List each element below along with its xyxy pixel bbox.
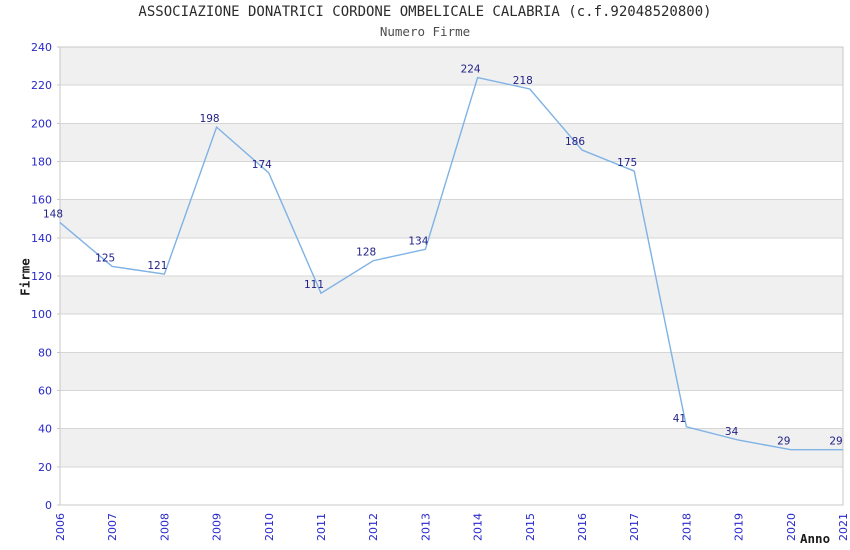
y-tick-label: 160 — [31, 194, 52, 207]
y-tick-label: 220 — [31, 79, 52, 92]
value-label: 224 — [461, 64, 481, 76]
x-tick-label: 2006 — [54, 513, 67, 541]
chart-subtitle: Numero Firme — [379, 24, 471, 39]
y-axis-title: Firme — [17, 258, 33, 296]
y-tick-label: 140 — [31, 232, 52, 245]
x-tick-label: 2020 — [785, 513, 798, 541]
x-tick-label: 2015 — [524, 513, 537, 541]
value-label: 125 — [95, 252, 115, 264]
x-tick-label: 2009 — [211, 513, 224, 541]
value-label: 198 — [200, 113, 220, 125]
plot-bands — [60, 47, 843, 467]
y-tick-label: 120 — [31, 270, 52, 283]
y-tick-label: 80 — [38, 346, 52, 359]
y-tick-label: 200 — [31, 117, 52, 130]
x-tick-label: 2017 — [628, 513, 641, 541]
value-label: 218 — [513, 75, 533, 87]
y-tick-label: 180 — [31, 156, 52, 169]
y-tick-label: 240 — [31, 41, 52, 54]
series-line — [59, 76, 843, 451]
value-label: 186 — [565, 136, 585, 148]
x-tick-label: 2010 — [263, 513, 276, 541]
value-label: 111 — [304, 279, 324, 291]
value-label: 134 — [408, 235, 428, 247]
x-tick-label: 2008 — [158, 513, 171, 541]
plot-band — [60, 276, 843, 315]
value-labels: 148 125 121 198 174 111 128 134 224 218 186 175 41 34… — [43, 64, 843, 448]
value-label: 148 — [43, 209, 63, 221]
plot-band — [60, 428, 843, 467]
y-tick-label: 40 — [38, 423, 52, 436]
x-tick-label: 2013 — [419, 513, 432, 541]
value-label: 29 — [829, 436, 842, 448]
value-label: 41 — [673, 413, 686, 425]
x-tick-label: 2019 — [733, 513, 746, 541]
y-tick-labels: 0 20 40 60 80 100 120 140 160 180 200 220 240 — [31, 41, 52, 512]
y-tick-label: 20 — [38, 461, 52, 474]
x-tick-labels: 2006 2007 2008 2009 2010 2011 2012 2013 2014 2015… — [54, 513, 850, 541]
x-tick-label: 2018 — [680, 513, 693, 541]
y-tick-label: 60 — [38, 385, 52, 398]
value-label: 29 — [777, 436, 790, 448]
chart-title: ASSOCIAZIONE DONATRICI CORDONE OMBELICAL… — [138, 4, 712, 20]
value-label: 175 — [617, 157, 637, 169]
x-tick-label: 2011 — [315, 513, 328, 541]
value-label: 34 — [725, 426, 739, 438]
value-label: 174 — [252, 159, 272, 171]
x-tick-label: 2012 — [367, 513, 380, 541]
plot-band — [60, 47, 843, 86]
y-tick-label: 0 — [45, 499, 52, 512]
value-label: 121 — [147, 260, 167, 272]
x-axis-title: Anno — [800, 531, 831, 546]
x-tick-label: 2014 — [472, 513, 485, 541]
x-tick-label: 2021 — [837, 513, 850, 541]
plot-band — [60, 199, 843, 238]
value-label: 128 — [356, 247, 376, 259]
plot-border — [59, 46, 844, 506]
y-tick-label: 100 — [31, 308, 52, 321]
plot-band — [60, 123, 843, 162]
plot-band — [60, 352, 843, 391]
x-tick-label: 2007 — [106, 513, 119, 541]
x-tick-label: 2016 — [576, 513, 589, 541]
